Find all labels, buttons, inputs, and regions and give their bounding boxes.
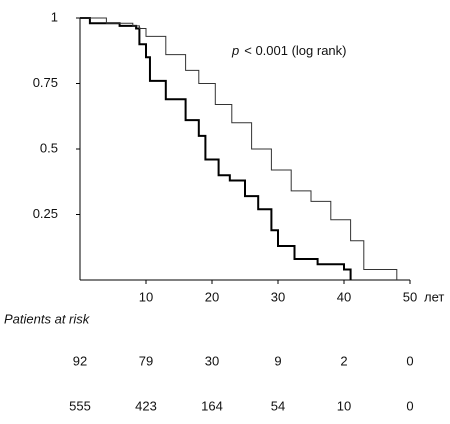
risk-count: 54 xyxy=(271,398,285,413)
x-tick-label: 40 xyxy=(337,289,351,304)
risk-count: 2 xyxy=(340,353,347,368)
risk-table-title: Patients at risk xyxy=(4,311,91,326)
x-tick-label: 10 xyxy=(139,289,153,304)
y-tick-label: 1 xyxy=(51,9,58,24)
risk-count: 9 xyxy=(274,353,281,368)
risk-count: 92 xyxy=(73,353,87,368)
survival-curve xyxy=(80,17,398,280)
x-tick-label: 30 xyxy=(271,289,285,304)
risk-count: 79 xyxy=(139,353,153,368)
annotation-text: < 0.001 (log rank) xyxy=(244,43,346,58)
risk-count: 0 xyxy=(406,353,413,368)
x-tick-label: 50 xyxy=(403,289,417,304)
risk-count: 0 xyxy=(406,398,413,413)
risk-count: 423 xyxy=(135,398,157,413)
annotation-variable: p xyxy=(231,43,239,58)
risk-count: 10 xyxy=(337,398,351,413)
x-unit: лет xyxy=(424,289,444,304)
risk-count: 555 xyxy=(69,398,91,413)
y-tick-label: 0.5 xyxy=(40,140,58,155)
survival-curve xyxy=(80,17,352,280)
y-tick-label: 0.25 xyxy=(33,206,58,221)
x-tick-label: 20 xyxy=(205,289,219,304)
risk-count: 164 xyxy=(201,398,223,413)
annotation: p < 0.001 (log rank) xyxy=(231,43,347,58)
y-tick-label: 0.75 xyxy=(33,75,58,90)
risk-count: 30 xyxy=(205,353,219,368)
